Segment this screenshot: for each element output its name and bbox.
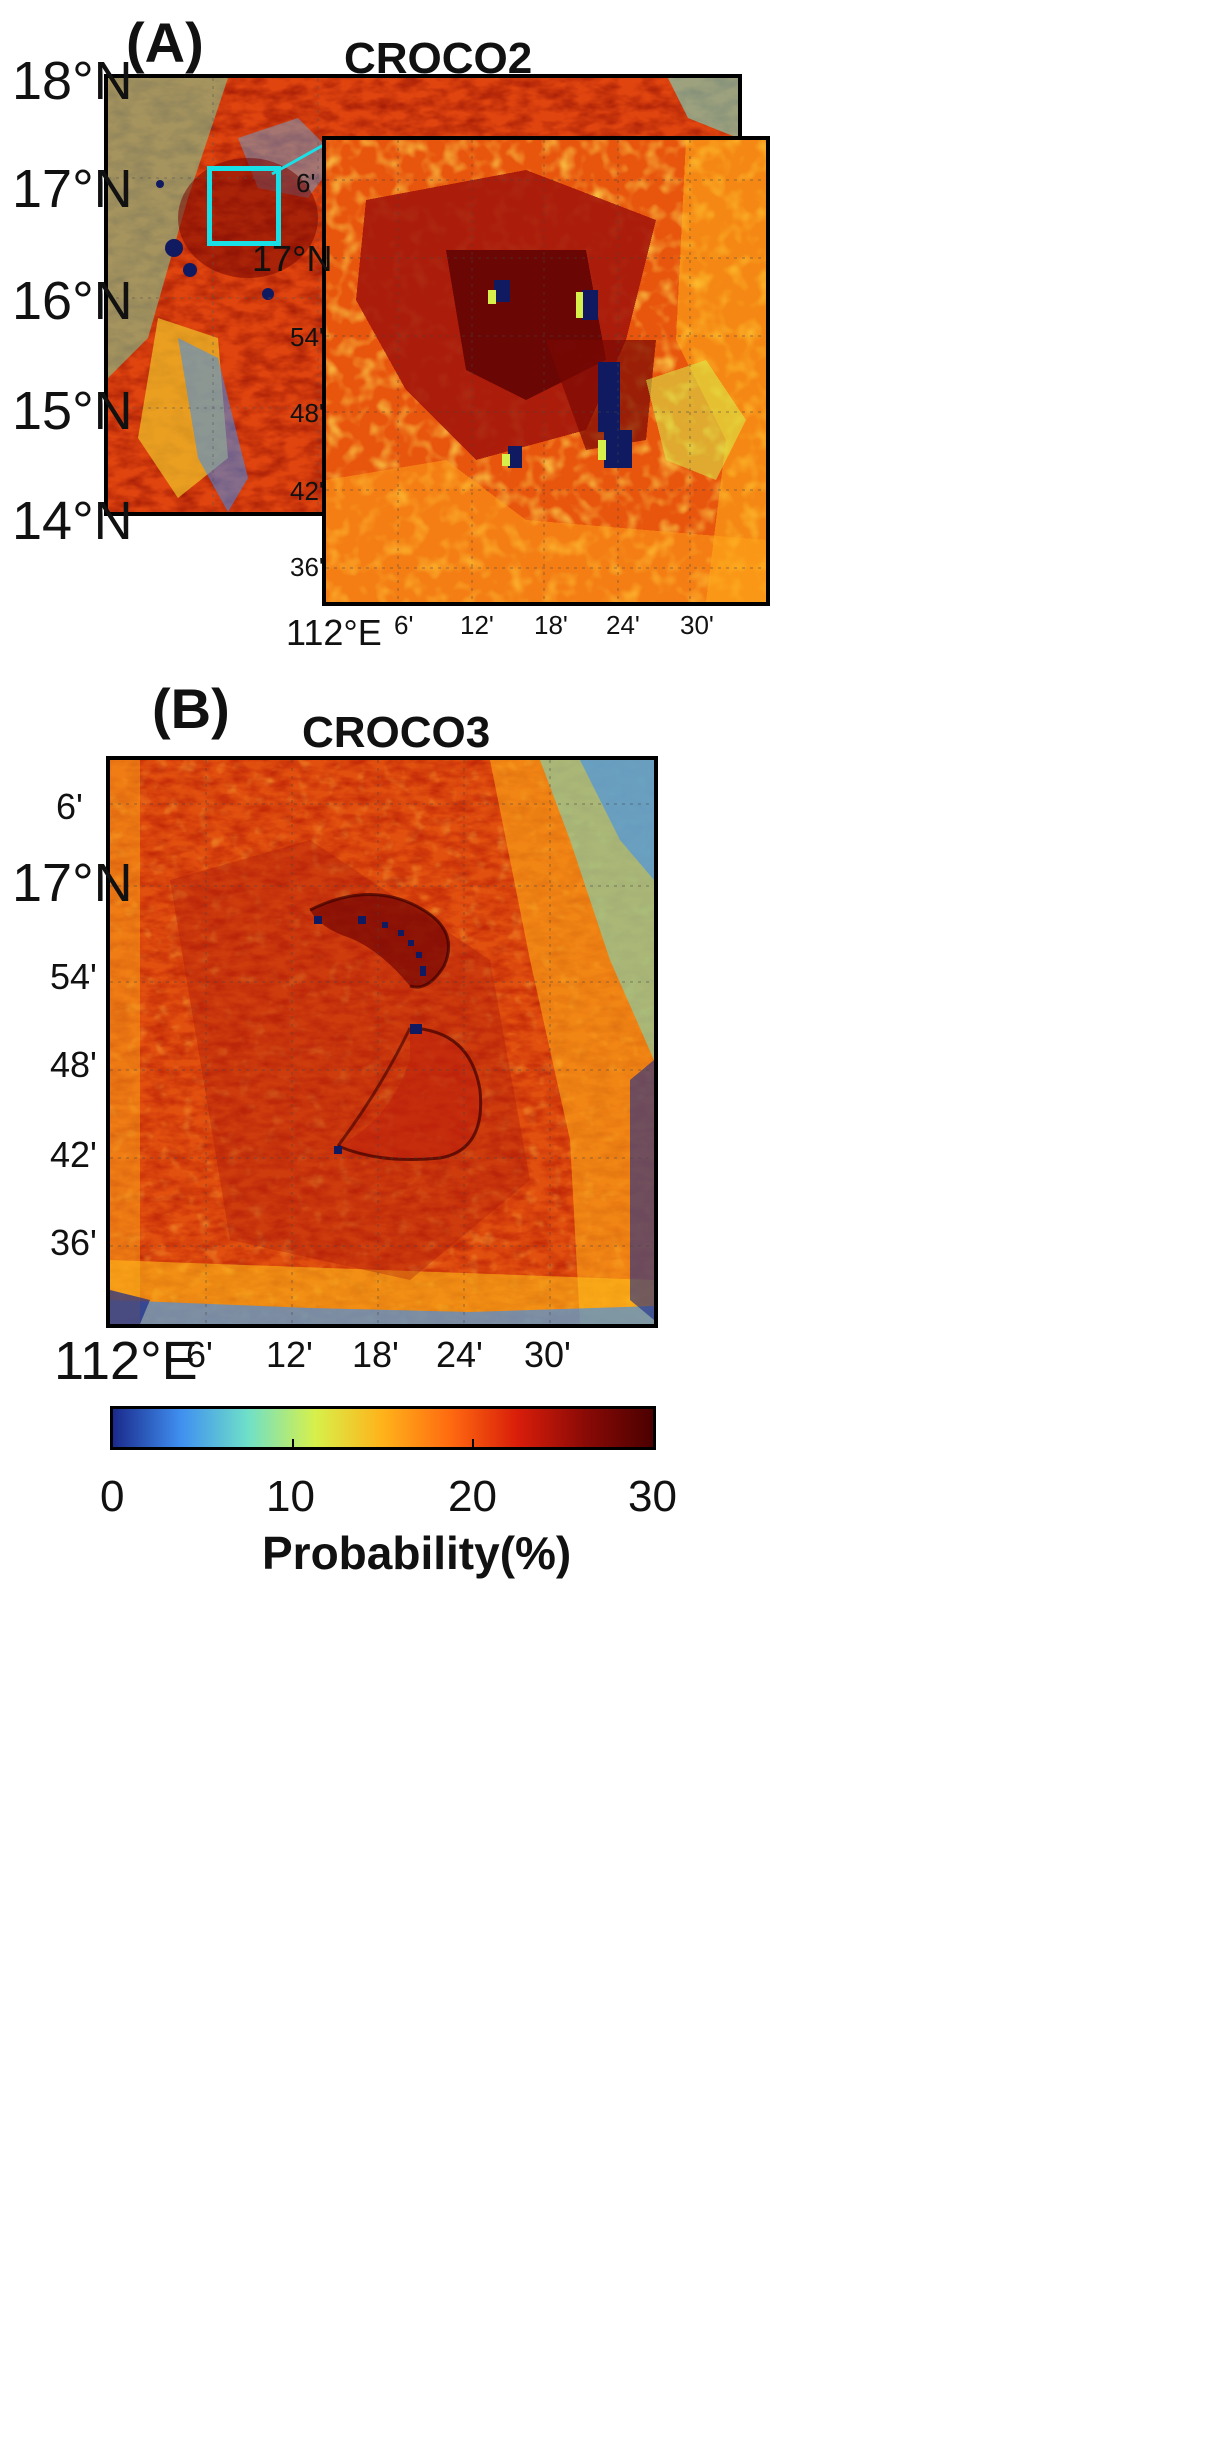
inset-lon-label-12: 12'	[460, 610, 494, 640]
panel-a-inset-map	[322, 136, 770, 606]
inset-lon-label-18: 18'	[534, 610, 568, 640]
colorbar-gradient	[113, 1409, 653, 1447]
panel-b-lon-label-30: 30'	[524, 1334, 571, 1375]
colorbar-title: Probability(%)	[262, 1527, 572, 1579]
inset-lat-label-42: 42'	[290, 476, 324, 506]
panel-a-lat-label-16n: 16°N	[12, 271, 133, 331]
inset-lat-label-48: 48'	[290, 398, 324, 428]
panel-a-lat-label-17n: 17°N	[12, 159, 133, 219]
panel-a-inset-field	[326, 140, 766, 602]
inset-lon-label-24: 24'	[606, 610, 640, 640]
colorbar	[110, 1406, 656, 1450]
inset-lat-label-54: 54'	[290, 322, 324, 352]
panel-b-lon-label-12: 12'	[266, 1334, 313, 1375]
panel-a-lat-label-14n: 14°N	[12, 491, 133, 551]
inset-lat-label-36: 36'	[290, 552, 324, 582]
panel-b-letter: (B)	[152, 677, 230, 740]
panel-b-lon-label-18: 18'	[352, 1334, 399, 1375]
panel-b-lon-label-24: 24'	[436, 1334, 483, 1375]
panel-a-letter: (A)	[126, 11, 204, 74]
panel-b-map-field	[110, 760, 654, 1324]
colorbar-tick-10	[292, 1439, 294, 1447]
panel-b-lat-label-48: 48'	[50, 1044, 97, 1085]
panel-b-lon-label-112e: 112°E	[54, 1331, 198, 1391]
inset-lon-label-30: 30'	[680, 610, 714, 640]
panel-b-lat-label-54: 54'	[50, 956, 97, 997]
inset-lon-label-112e: 112°E	[286, 612, 382, 653]
panel-b-lon-label-6: 6'	[186, 1334, 213, 1375]
colorbar-label-30: 30	[628, 1472, 677, 1521]
inset-lon-label-6: 6'	[394, 610, 414, 640]
colorbar-label-0: 0	[100, 1472, 125, 1521]
panel-b-lat-label-6: 6'	[56, 786, 83, 827]
panel-b-map	[106, 756, 658, 1328]
inset-lat-label-6: 6'	[296, 168, 316, 198]
inset-lat-label-17n: 17°N	[252, 238, 333, 279]
colorbar-label-10: 10	[266, 1472, 315, 1521]
inset-indicator-box	[207, 166, 281, 246]
panel-b-title: CROCO3	[302, 708, 491, 757]
panel-a-lat-label-18n: 18°N	[12, 51, 133, 111]
panel-b-lat-label-17n: 17°N	[12, 853, 133, 913]
panel-a-lat-label-15n: 15°N	[12, 381, 133, 441]
colorbar-tick-20	[472, 1439, 474, 1447]
colorbar-label-20: 20	[448, 1472, 497, 1521]
panel-b-lat-label-36: 36'	[50, 1222, 97, 1263]
panel-b-lat-label-42: 42'	[50, 1134, 97, 1175]
